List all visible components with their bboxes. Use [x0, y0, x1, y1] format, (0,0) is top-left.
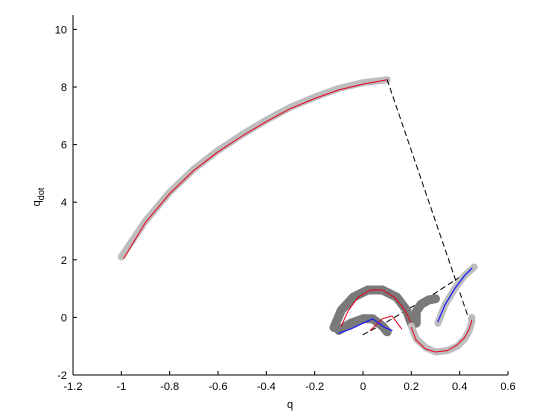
y-tick-label: 4 [61, 197, 67, 209]
x-ticks: -1.2 -1 -0.8 -0.6 -0.4 -0.2 0 0.2 0.4 0.6 [64, 371, 516, 393]
x-tick-label: -1.2 [64, 381, 83, 393]
y-tick-label: 10 [55, 24, 67, 36]
y-tick-label: 8 [61, 82, 67, 94]
axes-layer [72, 15, 508, 376]
y-tick-label: -2 [57, 370, 67, 382]
y-axis-label-main: q [31, 200, 43, 206]
series-line-13-red [410, 319, 473, 353]
series-line-11-blue [437, 267, 473, 323]
series-line-7-red [340, 289, 417, 339]
x-tick-label: 0 [360, 381, 366, 393]
x-tick-label: -0.6 [209, 381, 228, 393]
y-tick-label: 0 [61, 312, 67, 324]
x-tick-label: 0.6 [500, 381, 515, 393]
y-axis-label-sub: dot [36, 187, 46, 200]
series-line-0-tube_light [117, 76, 391, 261]
x-tick-label: -0.2 [305, 381, 324, 393]
series-line-1-red [123, 79, 388, 259]
y-axis-label: qdot [31, 187, 46, 206]
series-line-9-blue [338, 318, 393, 334]
series-line-8-red [369, 315, 403, 331]
x-tick-label: -0.8 [160, 381, 179, 393]
series-layer [117, 76, 478, 356]
y-tick-label: 6 [61, 140, 67, 152]
x-tick-label: 0.2 [404, 381, 419, 393]
y-tick-label: 2 [61, 255, 67, 267]
y-ticks: -2 0 2 4 6 8 10 [55, 24, 77, 382]
series-line-10-tube_light [434, 263, 478, 327]
series-line-5-tube_dark [411, 294, 440, 328]
x-tick-label: 0.4 [452, 381, 467, 393]
x-tick-label: -0.4 [257, 381, 276, 393]
x-axis-label: q [287, 399, 293, 411]
series-line-2-dashed [386, 79, 470, 321]
x-tick-label: -1 [116, 381, 126, 393]
